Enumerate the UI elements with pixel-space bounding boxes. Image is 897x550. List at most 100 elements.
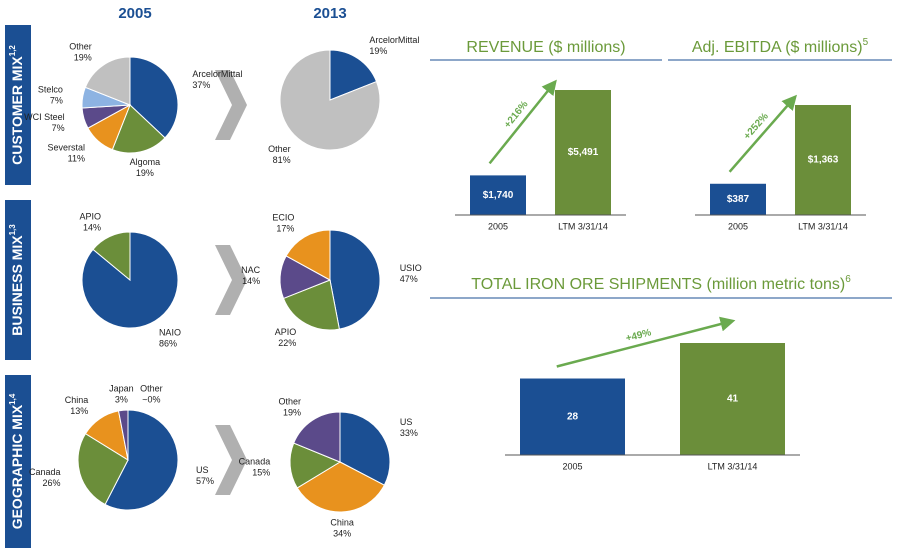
chart-title: TOTAL IRON ORE SHIPMENTS (million metric… — [471, 274, 851, 294]
pie-slice — [77, 432, 129, 506]
pie-label: Stelco — [38, 84, 63, 94]
column-header: 2013 — [313, 5, 346, 22]
pie-label: US — [196, 465, 209, 475]
section-label: GEOGRAPHIC MIX1,4 — [8, 393, 25, 529]
bar — [710, 183, 766, 215]
pie-label: Other — [268, 144, 291, 154]
pie-slice — [129, 56, 179, 139]
bar-value-label: $1,363 — [808, 155, 839, 166]
pie-label: Severstal — [47, 142, 85, 152]
pie-value-label: 15% — [252, 468, 270, 478]
pie-value-label: 81% — [273, 155, 291, 165]
pie-slice — [296, 461, 385, 513]
pie-label: APIO — [80, 211, 102, 221]
section-label-text: GEOGRAPHIC MIX — [9, 404, 25, 529]
arrow — [215, 425, 247, 495]
pie-label: Other — [69, 41, 92, 51]
pie-label: ArcelorMittal — [369, 35, 419, 45]
pie-label: China — [330, 517, 354, 527]
bar-value-label: $5,491 — [568, 147, 599, 158]
pie-value-label: 57% — [196, 476, 214, 486]
pie-value-label: 13% — [70, 406, 88, 416]
footnote: 5 — [863, 37, 869, 48]
pie-value-label: 33% — [400, 428, 418, 438]
bar-value-label: $387 — [727, 194, 750, 205]
arrow — [215, 70, 247, 140]
pie-label: APIO — [275, 327, 297, 337]
footnote: 1,4 — [8, 393, 17, 405]
section-band — [5, 375, 31, 548]
pie-value-label: 11% — [68, 153, 85, 163]
pie-slice — [329, 229, 381, 330]
pie-value-label: 22% — [278, 338, 296, 348]
section-band — [5, 200, 31, 360]
pie-slice — [293, 411, 341, 463]
pie-label: ECIO — [272, 213, 294, 223]
column-header: 2005 — [118, 5, 151, 22]
chart-title-text: REVENUE ($ millions) — [466, 39, 625, 56]
footnote: 1,3 — [8, 224, 17, 236]
pie-slice — [329, 49, 378, 101]
pie-value-label: 37% — [192, 80, 210, 90]
footnote: 6 — [845, 274, 851, 285]
pie-label: US — [400, 417, 413, 427]
section-band — [5, 25, 31, 185]
pie-label: WCI Steel — [24, 112, 65, 122]
pie-value-label: 47% — [400, 274, 418, 284]
pie-value-label: 34% — [333, 528, 351, 538]
pie-label: Canada — [29, 467, 61, 477]
pie-slice — [282, 279, 340, 331]
x-tick-label: LTM 3/31/14 — [798, 221, 848, 231]
pie-value-label: 14% — [83, 222, 101, 232]
pie-label: Other — [140, 383, 163, 393]
pie-slice — [92, 231, 131, 282]
section-label-text: CUSTOMER MIX — [9, 56, 25, 165]
pie-value-label: 19% — [136, 168, 154, 178]
pie-value-label: 19% — [74, 52, 92, 62]
chart-title: Adj. EBITDA ($ millions)5 — [692, 37, 869, 57]
x-tick-label: 2005 — [562, 461, 582, 471]
pie-label: Other — [278, 397, 301, 407]
bar-value-label: 41 — [727, 394, 739, 405]
section-label-text: BUSINESS MIX — [9, 235, 25, 336]
pie-label: Canada — [239, 457, 271, 467]
pie-value-label: 19% — [283, 408, 301, 418]
x-tick-label: 2005 — [488, 221, 508, 231]
pie-value-label: 26% — [43, 478, 61, 488]
pie-value-label: 3% — [115, 395, 128, 405]
pie-label: ArcelorMittal — [192, 69, 242, 79]
growth-arrow — [556, 316, 736, 368]
bar-value-label: 28 — [567, 411, 579, 422]
pie-slice — [285, 229, 331, 281]
pie-label: NAC — [241, 265, 261, 275]
pie-label: NAIO — [159, 327, 181, 337]
pie-value-label: 19% — [369, 46, 387, 56]
growth-arrow — [488, 79, 557, 165]
x-tick-label: LTM 3/31/14 — [708, 461, 758, 471]
pie-slice — [339, 411, 391, 486]
pie-value-label: ~0% — [142, 394, 160, 404]
pie-value-label: 7% — [52, 123, 65, 133]
bar — [555, 90, 611, 215]
pie-label: Algoma — [130, 157, 161, 167]
pie-slice — [279, 49, 381, 151]
pie-label: Japan — [109, 384, 134, 394]
section-label: BUSINESS MIX1,3 — [8, 224, 25, 336]
pie-value-label: 17% — [276, 224, 294, 234]
x-tick-label: LTM 3/31/14 — [558, 221, 608, 231]
pie-slice — [104, 409, 179, 511]
bar — [520, 378, 625, 455]
bar — [680, 343, 785, 455]
x-tick-label: 2005 — [728, 221, 748, 231]
arrow — [215, 245, 247, 315]
growth-annotation: +252% — [742, 111, 771, 142]
bar — [470, 175, 526, 215]
bar-value-label: $1,740 — [483, 190, 514, 201]
pie-value-label: 14% — [242, 276, 260, 286]
pie-value-label: 86% — [159, 338, 177, 348]
chart-title-text: Adj. EBITDA ($ millions) — [692, 39, 863, 56]
chart-title-text: TOTAL IRON ORE SHIPMENTS (million metric… — [471, 276, 845, 293]
growth-annotation: +216% — [502, 99, 530, 130]
